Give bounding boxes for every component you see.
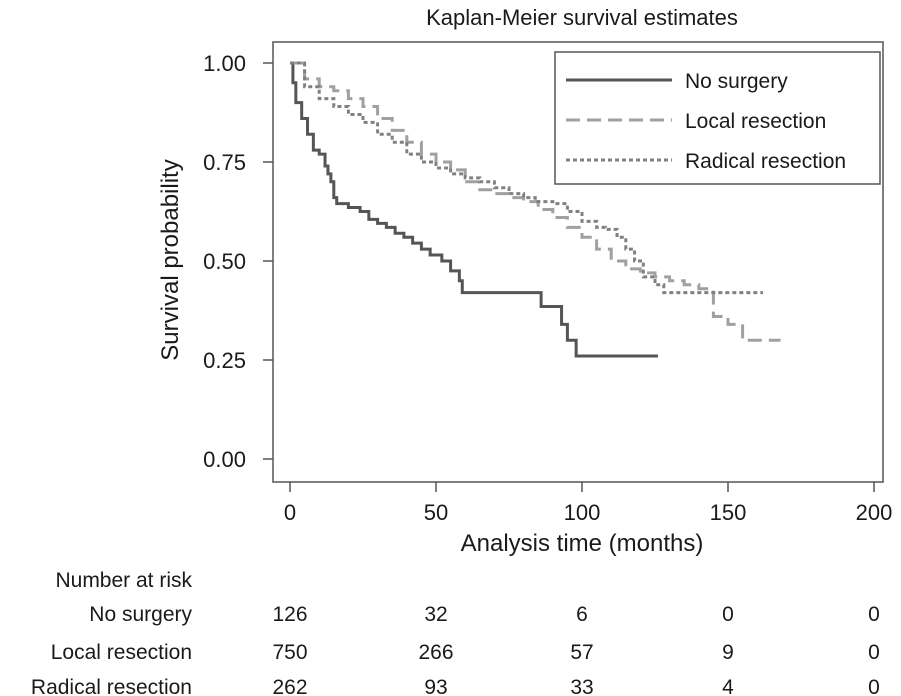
y-tick-label: 0.25 [203,348,246,373]
risk-table: Number at risk No surgery 126 32 6 0 0 Local r… [31,569,880,696]
risk-value: 4 [722,676,734,696]
curve-radical-resection [290,61,764,295]
risk-value: 0 [868,676,880,696]
curve-no-surgery [290,61,658,358]
legend: No surgery Local resection Radical resecti… [554,51,881,185]
risk-value: 750 [272,641,307,664]
y-tick-label: 0.00 [203,447,246,472]
curve-local-resection [290,61,781,342]
risk-value: 6 [576,603,588,626]
plot-frame [272,41,884,483]
legend-box [554,51,881,185]
y-tick-label: 0.50 [203,249,246,274]
risk-row-label: Local resection [51,641,192,664]
risk-row-label: No surgery [89,603,192,626]
risk-value: 57 [570,641,593,664]
risk-value: 33 [570,676,593,696]
risk-value: 0 [868,641,880,664]
x-tick-label: 200 [856,500,893,525]
x-tick-label: 150 [710,500,747,525]
risk-table-title: Number at risk [55,569,192,592]
y-tick-label: 0.75 [203,150,246,175]
y-tick-label: 1.00 [203,51,246,76]
risk-row-label: Radical resection [31,676,192,696]
legend-label: Local resection [685,110,826,133]
legend-label: No surgery [685,70,788,93]
risk-value: 262 [272,676,307,696]
risk-value: 9 [722,641,734,664]
x-axis-label: Analysis time (months) [461,530,704,557]
y-axis-label: Survival probability [157,159,184,360]
x-tick-label: 0 [284,500,296,525]
risk-value: 126 [272,603,307,626]
risk-value: 32 [424,603,447,626]
chart-title: Kaplan-Meier survival estimates [426,5,738,30]
survival-curves [290,61,781,358]
risk-value: 266 [418,641,453,664]
axes: 0.00 0.25 0.50 0.75 1.00 0 50 100 150 200 [203,51,892,525]
risk-value: 93 [424,676,447,696]
risk-value: 0 [868,603,880,626]
x-tick-label: 50 [424,500,448,525]
x-tick-label: 100 [564,500,601,525]
legend-label: Radical resection [685,150,846,173]
risk-value: 0 [722,603,734,626]
